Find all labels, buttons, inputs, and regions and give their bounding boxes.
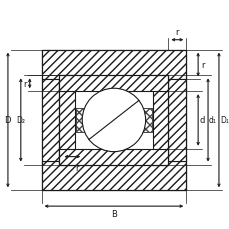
Bar [76, 109, 92, 132]
Bar [76, 109, 92, 132]
Bar [41, 50, 185, 191]
Bar [59, 76, 75, 165]
Text: r: r [23, 79, 27, 88]
Bar [41, 80, 59, 161]
Bar [59, 76, 168, 92]
Bar [41, 80, 59, 161]
Circle shape [82, 89, 145, 152]
Bar [135, 109, 151, 132]
Text: r: r [200, 61, 204, 70]
Text: D: D [4, 116, 10, 125]
Text: r: r [75, 163, 79, 172]
Bar [168, 80, 185, 161]
Bar [41, 50, 185, 80]
Bar [41, 161, 185, 191]
Text: r: r [175, 28, 178, 37]
Bar [59, 76, 168, 92]
Text: d: d [198, 116, 204, 125]
Bar [41, 50, 185, 80]
Bar [152, 76, 168, 165]
Text: B: B [111, 209, 116, 218]
Bar [59, 76, 75, 165]
Text: D₂: D₂ [16, 116, 25, 125]
Bar [135, 109, 151, 132]
Bar [152, 76, 168, 165]
Text: D₁: D₁ [219, 116, 228, 125]
Bar [168, 80, 185, 161]
Text: d₁: d₁ [208, 116, 216, 125]
Bar [59, 76, 168, 165]
Bar [59, 149, 168, 165]
Bar [41, 50, 185, 191]
Bar [59, 149, 168, 165]
Bar [135, 109, 151, 132]
Bar [76, 109, 92, 132]
Bar [41, 161, 185, 191]
